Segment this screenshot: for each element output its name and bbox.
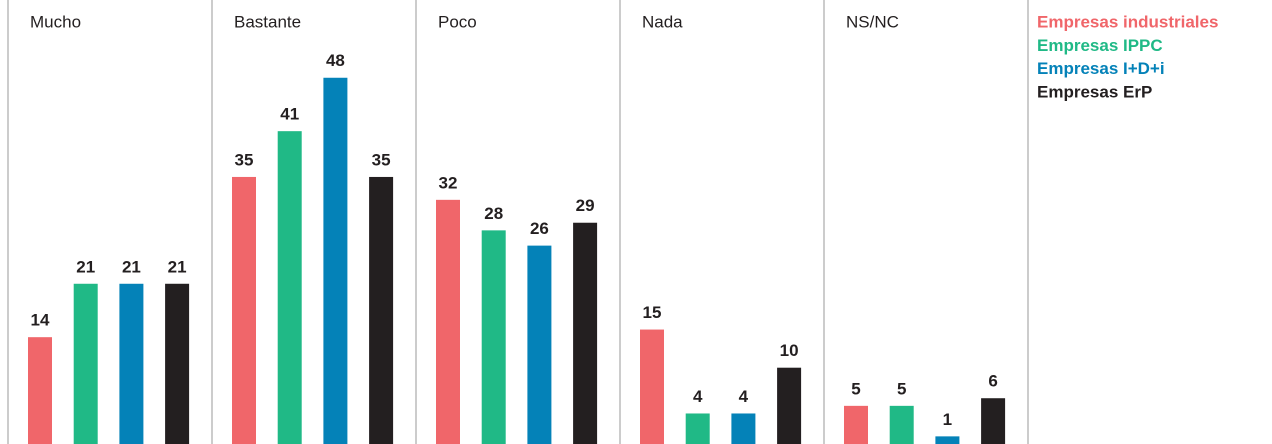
bar (436, 199, 460, 444)
bar (844, 405, 868, 444)
bar (935, 436, 960, 444)
legend-entry: Empresas ErP (1037, 82, 1152, 101)
category-label: Bastante (234, 12, 301, 31)
bar (369, 176, 394, 444)
value-label: 41 (280, 105, 299, 124)
category-label: Poco (438, 12, 477, 31)
bar (232, 176, 256, 444)
legend-entry: Empresas industriales (1037, 12, 1218, 31)
bar (165, 283, 190, 444)
value-label: 4 (739, 387, 749, 406)
value-label: 21 (122, 257, 141, 276)
bar (481, 230, 506, 444)
value-label: 15 (643, 303, 662, 322)
bar (527, 245, 552, 444)
category-label: Mucho (30, 12, 81, 31)
bar (28, 337, 52, 444)
value-label: 4 (693, 387, 703, 406)
bar (685, 413, 710, 444)
value-label: 6 (988, 372, 997, 391)
legend-entry: Empresas I+D+i (1037, 59, 1165, 78)
value-label: 29 (576, 196, 595, 215)
value-label: 1 (943, 410, 952, 429)
bar (277, 131, 302, 444)
bar (731, 413, 756, 444)
value-label: 21 (76, 257, 95, 276)
value-label: 5 (897, 379, 906, 398)
category-label: NS/NC (846, 12, 899, 31)
value-label: 10 (780, 341, 799, 360)
bar (573, 222, 598, 444)
value-label: 32 (439, 173, 458, 192)
bar (777, 367, 802, 444)
bar (73, 283, 98, 444)
bar (323, 77, 348, 444)
bar (640, 329, 664, 444)
value-label: 5 (851, 379, 860, 398)
value-label: 14 (31, 311, 50, 330)
value-label: 48 (326, 51, 345, 70)
bar (981, 398, 1006, 444)
value-label: 35 (235, 150, 254, 169)
value-label: 35 (372, 150, 391, 169)
bar (119, 283, 144, 444)
value-label: 26 (530, 219, 549, 238)
category-label: Nada (642, 12, 683, 31)
value-label: 21 (168, 257, 187, 276)
value-label: 28 (484, 204, 503, 223)
legend-entry: Empresas IPPC (1037, 36, 1163, 55)
bar (889, 405, 914, 444)
